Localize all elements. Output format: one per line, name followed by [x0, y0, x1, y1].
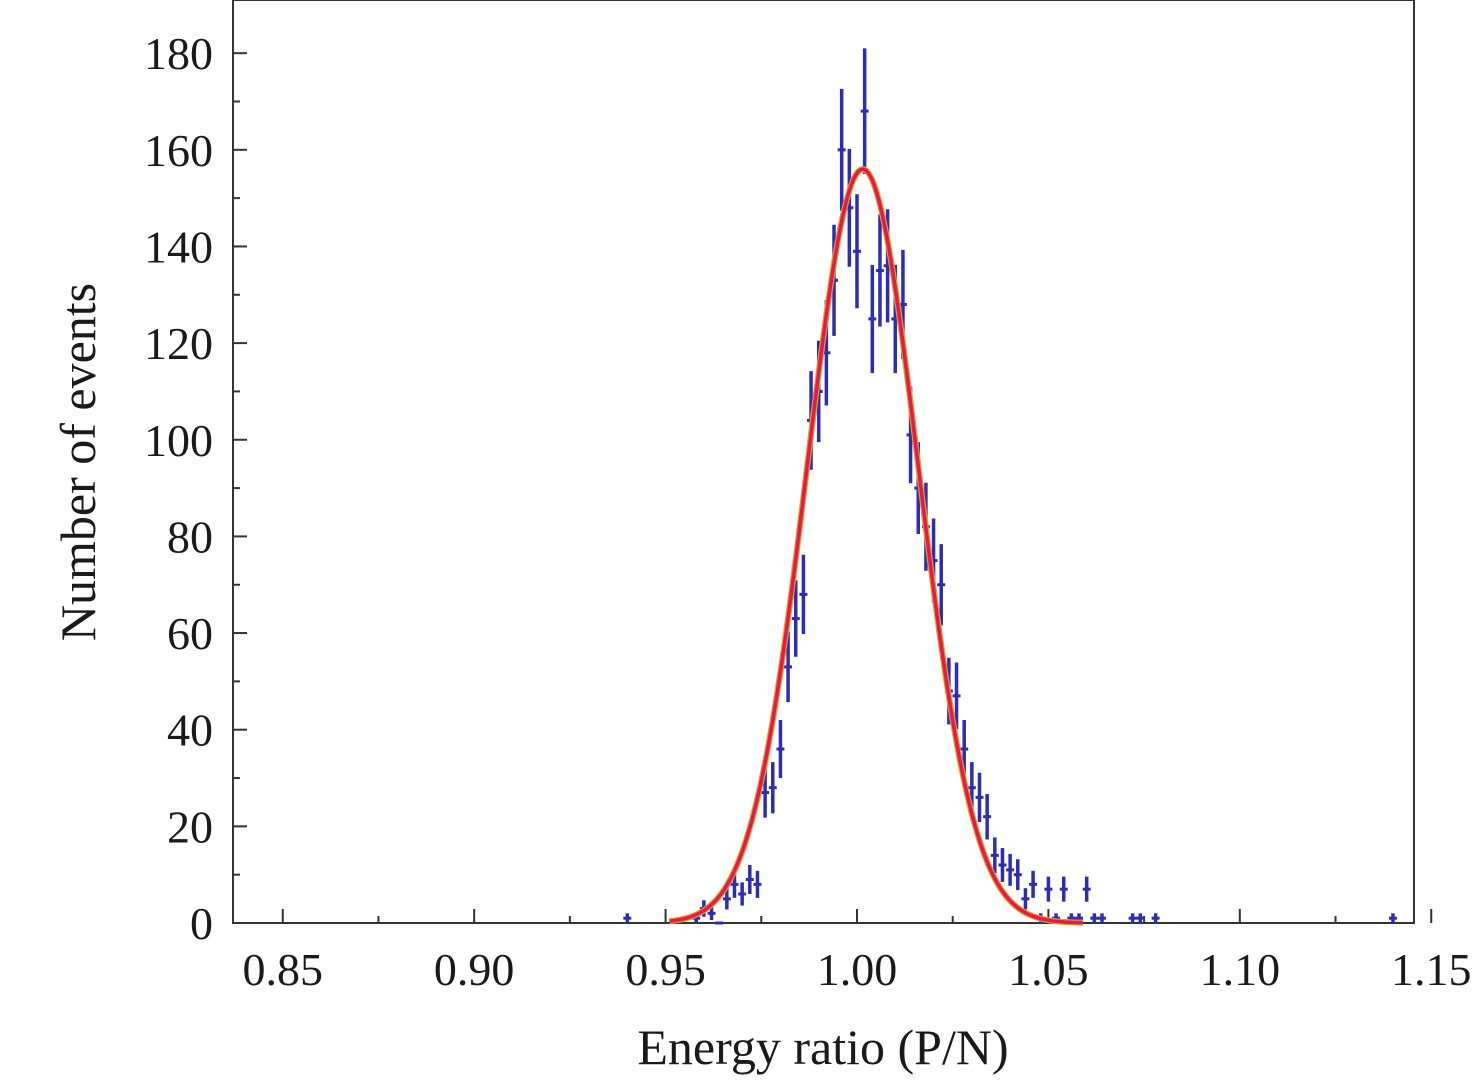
data-point — [1082, 876, 1091, 902]
y-tick-label: 140 — [144, 221, 213, 272]
y-tick-label: 60 — [167, 608, 213, 659]
fit-curve-group — [668, 166, 1084, 926]
data-point — [852, 194, 861, 309]
data-point — [1388, 913, 1397, 923]
data-point — [1098, 913, 1107, 923]
data-point — [868, 264, 877, 374]
data-point — [975, 772, 984, 823]
x-axis-ticks: 0.85 0.90 0.95 1.00 1.05 1.10 1.15 — [243, 909, 1472, 995]
x-tick-label: 0.85 — [243, 944, 324, 995]
data-point — [784, 631, 793, 703]
data-points — [623, 48, 1397, 925]
data-point — [1090, 913, 1099, 923]
y-tick-label: 100 — [144, 415, 213, 466]
data-point — [1136, 913, 1145, 923]
y-tick-label: 160 — [144, 125, 213, 176]
data-point — [753, 870, 762, 898]
x-axis-label: Energy ratio (P/N) — [637, 1019, 1008, 1075]
data-point — [1128, 913, 1137, 923]
data-point — [799, 554, 808, 635]
data-point — [990, 837, 999, 874]
y-tick-label: 80 — [167, 511, 213, 562]
y-axis-label: Number of events — [50, 283, 106, 641]
data-point — [722, 888, 731, 910]
data-point — [860, 48, 869, 174]
x-tick-label: 0.90 — [434, 944, 515, 995]
y-tick-label: 40 — [167, 705, 213, 756]
data-point — [952, 662, 961, 730]
data-point — [837, 88, 846, 211]
data-point — [745, 865, 754, 895]
y-axis-ticks: 0 20 40 60 80 100 120 140 160 180 — [144, 28, 247, 949]
plot-frame — [232, 0, 1415, 924]
data-point — [1151, 913, 1160, 923]
x-tick-label: 1.10 — [1200, 944, 1281, 995]
data-point — [623, 913, 632, 923]
y-tick-label: 120 — [144, 318, 213, 369]
data-point — [937, 544, 946, 626]
data-point — [1006, 853, 1015, 886]
x-tick-label: 1.15 — [1391, 944, 1472, 995]
y-tick-label: 180 — [144, 28, 213, 79]
data-point — [1021, 888, 1030, 910]
data-point — [791, 580, 800, 657]
x-tick-label: 1.00 — [817, 944, 898, 995]
data-point — [1044, 876, 1053, 902]
fit-curve-outline — [668, 166, 1084, 926]
x-tick-label: 0.95 — [625, 944, 706, 995]
data-point — [768, 762, 777, 814]
data-point — [983, 793, 992, 840]
data-point — [707, 906, 716, 921]
data-point — [776, 720, 785, 779]
data-point — [738, 882, 747, 906]
data-point — [875, 214, 884, 327]
data-point — [1029, 870, 1038, 898]
data-point — [1013, 859, 1022, 891]
data-point — [998, 848, 1007, 882]
x-tick-label: 1.05 — [1008, 944, 1089, 995]
fit-curve — [669, 167, 1083, 925]
y-tick-label: 20 — [167, 801, 213, 852]
y-tick-label: 0 — [190, 898, 213, 949]
data-point — [1059, 876, 1068, 902]
